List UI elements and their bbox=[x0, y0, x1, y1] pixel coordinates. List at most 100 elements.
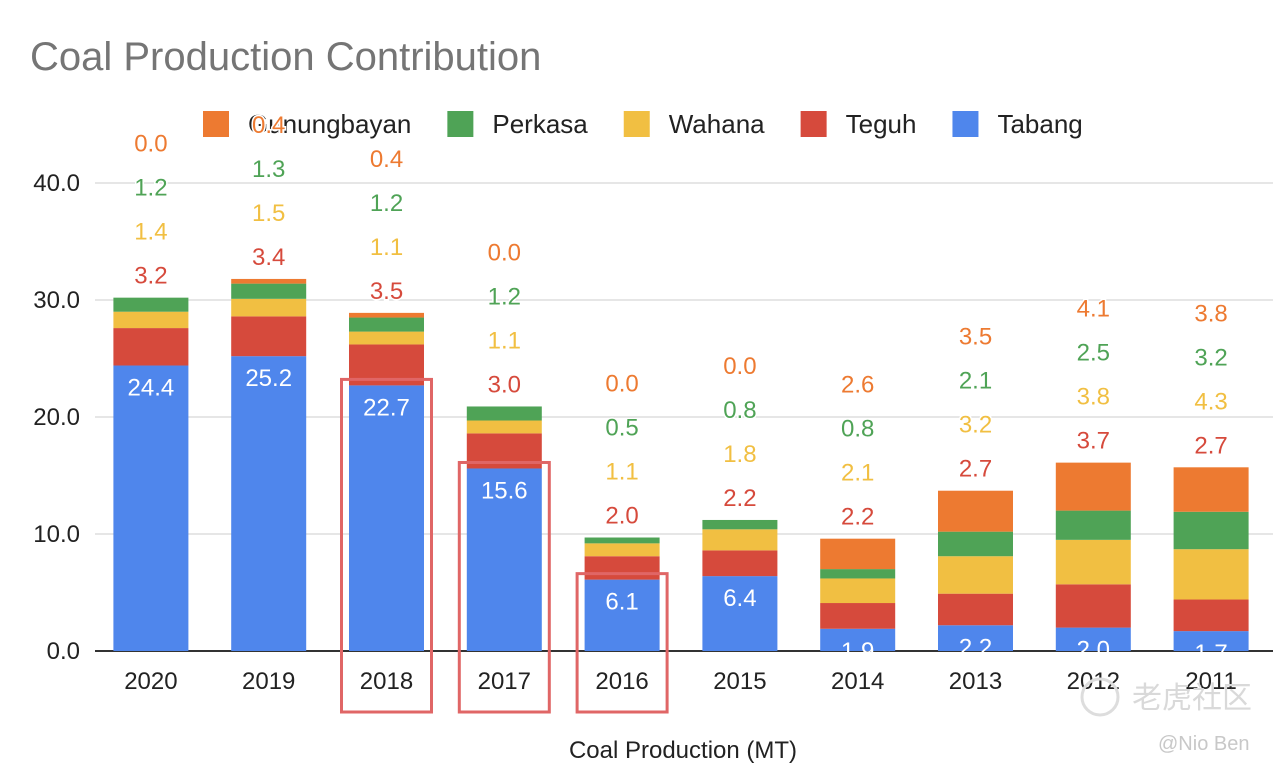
bar-segment-wahana bbox=[584, 543, 660, 557]
bar-segment-perkasa bbox=[584, 537, 660, 544]
bar-segment-perkasa bbox=[113, 297, 189, 312]
data-label-teguh: 2.7 bbox=[1194, 432, 1227, 459]
data-label-gunungbayan: 4.1 bbox=[1077, 296, 1110, 323]
bar-segment-teguh bbox=[1055, 584, 1131, 628]
data-label-teguh: 3.5 bbox=[370, 278, 403, 305]
bar-segment-gunungbayan bbox=[938, 490, 1013, 532]
bar-segment-teguh bbox=[702, 550, 778, 577]
bar-segment-perkasa bbox=[466, 406, 542, 421]
data-label-tabang: 15.6 bbox=[481, 477, 528, 504]
y-tick-label: 0.0 bbox=[47, 638, 80, 665]
legend-label-gunungbayan: Gunungbayan bbox=[248, 109, 411, 139]
data-label-gunungbayan: 3.8 bbox=[1194, 300, 1227, 327]
data-label-perkasa: 1.2 bbox=[488, 283, 521, 310]
data-label-perkasa: 0.8 bbox=[723, 397, 756, 424]
data-label-gunungbayan: 0.0 bbox=[488, 239, 521, 266]
data-label-gunungbayan: 2.6 bbox=[841, 372, 874, 399]
bar-segment-wahana bbox=[231, 298, 307, 317]
bar-segment-gunungbayan bbox=[231, 278, 307, 284]
data-label-tabang: 6.1 bbox=[605, 589, 638, 616]
x-tick-label: 2018 bbox=[360, 668, 413, 695]
x-tick-label: 2013 bbox=[949, 668, 1002, 695]
x-tick-label: 2019 bbox=[242, 668, 295, 695]
bar-segment-tabang bbox=[231, 356, 307, 651]
credit-text: @Nio Ben bbox=[1158, 733, 1249, 755]
bar-segment-perkasa bbox=[1055, 510, 1131, 540]
y-tick-label: 30.0 bbox=[33, 287, 80, 314]
data-label-tabang: 2.0 bbox=[1077, 637, 1110, 664]
data-label-wahana: 1.1 bbox=[488, 327, 521, 354]
data-label-wahana: 3.8 bbox=[1077, 384, 1110, 411]
data-labels: 24.4 3.2 1.4 1.2 0.0 25.2 3.4 1.5 1.3 0.4 22.7 3.5 1… bbox=[128, 110, 1230, 667]
data-label-teguh: 3.7 bbox=[1077, 428, 1110, 455]
bar-segment-tabang bbox=[113, 365, 189, 651]
y-tick-label: 10.0 bbox=[33, 521, 80, 548]
y-tick-label: 40.0 bbox=[33, 170, 80, 197]
bar-segment-tabang bbox=[466, 468, 542, 651]
x-tick-label: 2020 bbox=[124, 668, 177, 695]
bar-segment-wahana bbox=[113, 311, 189, 329]
data-label-wahana: 3.2 bbox=[959, 412, 992, 439]
highlight-box bbox=[575, 572, 669, 714]
bar-segment-perkasa bbox=[702, 519, 778, 530]
watermark-logo-icon bbox=[1080, 677, 1120, 717]
bars bbox=[113, 278, 1249, 651]
data-label-tabang: 1.9 bbox=[841, 638, 874, 665]
data-label-teguh: 2.0 bbox=[605, 503, 638, 530]
data-label-perkasa: 0.5 bbox=[605, 415, 638, 442]
y-tick-label: 20.0 bbox=[33, 404, 80, 431]
data-label-teguh: 2.2 bbox=[841, 504, 874, 531]
legend-swatch-wahana bbox=[623, 111, 650, 137]
legend-label-wahana: Wahana bbox=[669, 109, 765, 139]
data-label-wahana: 2.1 bbox=[841, 460, 874, 487]
data-label-perkasa: 2.5 bbox=[1077, 340, 1110, 367]
legend-swatch-gunungbayan bbox=[203, 111, 229, 137]
watermark: 老虎社区 bbox=[1080, 677, 1252, 717]
legend-label-perkasa: Perkasa bbox=[492, 109, 588, 139]
highlight-boxes bbox=[340, 377, 669, 714]
legend-label-tabang: Tabang bbox=[997, 109, 1082, 139]
data-label-gunungbayan: 3.5 bbox=[959, 324, 992, 351]
bar-segment-tabang bbox=[938, 625, 1013, 651]
bar-segment-teguh bbox=[820, 603, 896, 629]
bar-segment-wahana bbox=[466, 420, 542, 434]
x-axis: 2020 2019 2018 2017 2016 2015 2014 2013 2012 2011 bbox=[124, 668, 1237, 695]
legend-swatch-tabang bbox=[952, 111, 979, 137]
bar-segment-wahana bbox=[1173, 549, 1249, 600]
x-tick-label: 2017 bbox=[478, 668, 531, 695]
data-label-tabang: 6.4 bbox=[723, 585, 756, 612]
bar-segment-tabang bbox=[349, 385, 424, 651]
bar-segment-perkasa bbox=[938, 531, 1013, 557]
chart-title: Coal Production Contribution bbox=[30, 35, 541, 79]
data-label-tabang: 22.7 bbox=[363, 394, 410, 421]
data-label-wahana: 4.3 bbox=[1194, 388, 1227, 415]
bar-segment-perkasa bbox=[231, 283, 307, 299]
bar-segment-teguh bbox=[231, 316, 307, 357]
bar-segment-wahana bbox=[702, 529, 778, 551]
data-label-wahana: 1.1 bbox=[370, 234, 403, 261]
data-label-teguh: 2.7 bbox=[959, 456, 992, 483]
bar-segment-tabang bbox=[584, 579, 660, 651]
data-label-teguh: 3.0 bbox=[488, 371, 521, 398]
data-label-gunungbayan: 0.4 bbox=[370, 146, 403, 173]
bar-segment-teguh bbox=[113, 328, 189, 366]
bar-segment-wahana bbox=[820, 578, 896, 604]
data-label-tabang: 1.7 bbox=[1194, 640, 1227, 667]
data-label-tabang: 2.2 bbox=[959, 634, 992, 661]
data-label-perkasa: 0.8 bbox=[841, 416, 874, 443]
bar-segment-gunungbayan bbox=[1173, 467, 1249, 512]
bar-segment-tabang bbox=[1173, 631, 1249, 651]
data-label-perkasa: 3.2 bbox=[1194, 344, 1227, 371]
data-label-wahana: 1.1 bbox=[605, 459, 638, 486]
data-label-tabang: 24.4 bbox=[128, 375, 175, 402]
x-tick-label: 2015 bbox=[713, 668, 766, 695]
bar-segment-wahana bbox=[349, 331, 424, 345]
data-label-gunungbayan: 0.0 bbox=[134, 131, 167, 158]
bar-segment-gunungbayan bbox=[1055, 462, 1131, 511]
bar-segment-tabang bbox=[702, 576, 778, 651]
legend-label-teguh: Teguh bbox=[846, 109, 917, 139]
data-label-perkasa: 1.2 bbox=[370, 190, 403, 217]
bar-segment-tabang bbox=[1055, 627, 1131, 651]
highlight-box bbox=[457, 460, 551, 714]
